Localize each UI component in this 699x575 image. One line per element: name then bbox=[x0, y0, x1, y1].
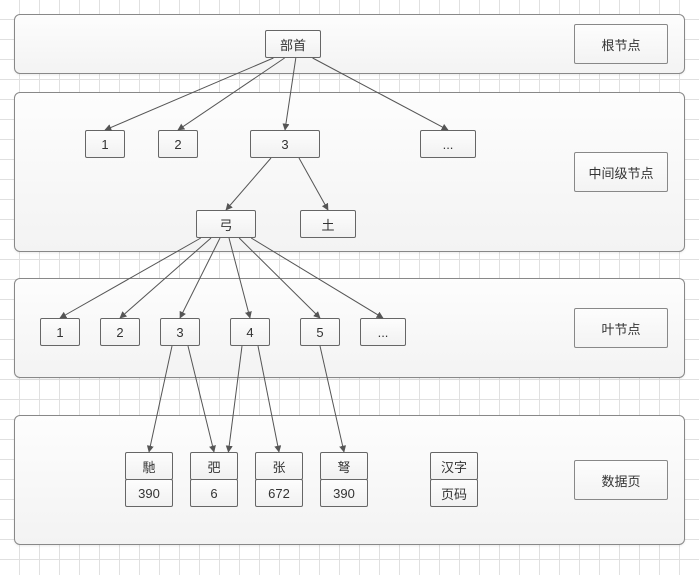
panel-label-root: 根节点 bbox=[574, 24, 668, 64]
node-mid-1: 1 bbox=[85, 130, 125, 158]
panel-label-leaf: 叶节点 bbox=[574, 308, 668, 348]
data-stack-2: 弝 6 bbox=[190, 452, 238, 507]
data-page: 672 bbox=[255, 479, 303, 507]
panel-label-data: 数据页 bbox=[574, 460, 668, 500]
data-char: 馳 bbox=[125, 452, 173, 480]
legend-page-label: 页码 bbox=[430, 479, 478, 507]
panel-label-mid: 中间级节点 bbox=[574, 152, 668, 192]
data-char: 弩 bbox=[320, 452, 368, 480]
node-leaf-4: 4 bbox=[230, 318, 270, 346]
node-mid-gong: 弓 bbox=[196, 210, 256, 238]
data-stack-4: 弩 390 bbox=[320, 452, 368, 507]
node-mid-3: 3 bbox=[250, 130, 320, 158]
data-stack-1: 馳 390 bbox=[125, 452, 173, 507]
data-page: 390 bbox=[125, 479, 173, 507]
node-leaf-5: 5 bbox=[300, 318, 340, 346]
data-page: 6 bbox=[190, 479, 238, 507]
data-stack-3: 张 672 bbox=[255, 452, 303, 507]
node-leaf-2: 2 bbox=[100, 318, 140, 346]
node-leaf-1: 1 bbox=[40, 318, 80, 346]
node-leaf-dots: ... bbox=[360, 318, 406, 346]
data-stack-legend: 汉字 页码 bbox=[430, 452, 478, 507]
node-mid-tu: 土 bbox=[300, 210, 356, 238]
legend-char-label: 汉字 bbox=[430, 452, 478, 480]
data-char: 张 bbox=[255, 452, 303, 480]
data-page: 390 bbox=[320, 479, 368, 507]
node-mid-dots: ... bbox=[420, 130, 476, 158]
diagram-canvas: 根节点 中间级节点 叶节点 数据页 部首 1 2 3 ... 弓 土 1 2 3… bbox=[0, 0, 699, 575]
node-root: 部首 bbox=[265, 30, 321, 58]
data-char: 弝 bbox=[190, 452, 238, 480]
node-leaf-3: 3 bbox=[160, 318, 200, 346]
node-mid-2: 2 bbox=[158, 130, 198, 158]
